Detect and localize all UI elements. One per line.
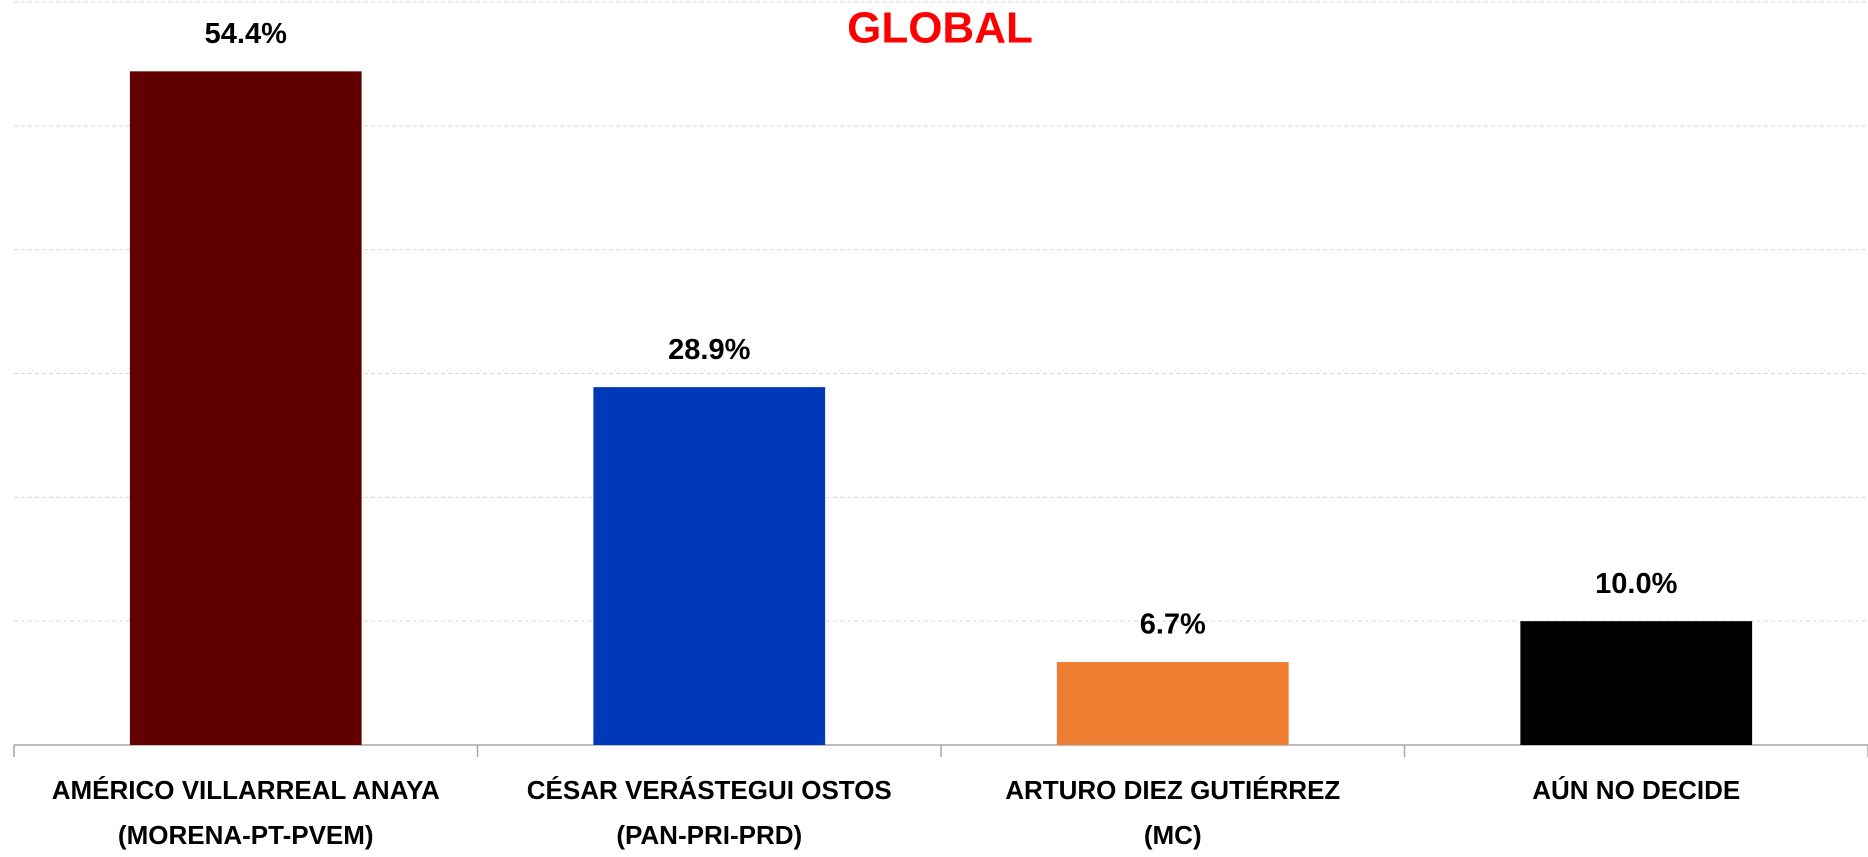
x-tick-label: (MORENA-PT-PVEM) bbox=[118, 820, 374, 850]
data-label: 10.0% bbox=[1595, 568, 1677, 600]
x-tick-label: AMÉRICO VILLARREAL ANAYA bbox=[52, 775, 440, 805]
bar bbox=[1056, 662, 1289, 745]
x-tick-label: ARTURO DIEZ GUTIÉRREZ bbox=[1005, 775, 1340, 805]
data-label: 28.9% bbox=[668, 334, 750, 366]
x-tick-label: (PAN-PRI-PRD) bbox=[616, 820, 802, 850]
chart-title: GLOBAL bbox=[847, 4, 1033, 53]
data-label: 6.7% bbox=[1140, 609, 1206, 641]
bar bbox=[593, 387, 826, 745]
x-tick-label: AÚN NO DECIDE bbox=[1532, 775, 1740, 805]
x-tick-label: (MC) bbox=[1144, 820, 1202, 850]
bar bbox=[1520, 621, 1753, 745]
data-label: 54.4% bbox=[205, 18, 287, 50]
x-tick-label: CÉSAR VERÁSTEGUI OSTOS bbox=[527, 775, 892, 805]
bar bbox=[129, 71, 362, 745]
